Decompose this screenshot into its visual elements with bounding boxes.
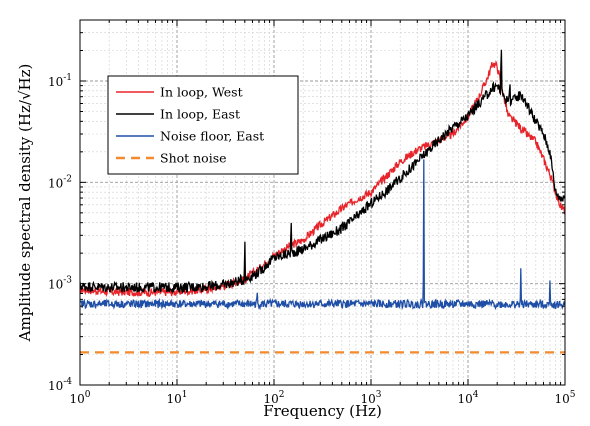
- legend-label-west: In loop, West: [160, 85, 243, 100]
- y-axis-label: Amplitude spectral density (Hz/√Hz): [16, 64, 34, 343]
- x-tick-label: 101: [166, 390, 187, 406]
- x-axis-label: Frequency (Hz): [263, 402, 382, 420]
- y-tick-label: 10-1: [48, 73, 72, 89]
- y-tick-label: 10-3: [48, 276, 72, 292]
- y-tick-label: 10-4: [48, 377, 72, 393]
- axes: 100 101 102 103 104 105 10-4 10-3 10-2 10-1: [48, 19, 576, 406]
- x-tick-label: 100: [69, 390, 90, 406]
- legend-label-noise-floor: Noise floor, East: [160, 129, 264, 144]
- x-tick-label: 105: [554, 390, 575, 406]
- legend-label-east: In loop, East: [160, 107, 240, 122]
- legend: In loop, West In loop, East Noise floor,…: [107, 75, 299, 175]
- legend-label-shot-noise: Shot noise: [160, 151, 227, 166]
- plot-frame: [79, 19, 566, 386]
- series-layer: [80, 49, 565, 354]
- series-line-1: [80, 49, 565, 295]
- series-line-0: [80, 60, 565, 298]
- x-tick-label: 102: [263, 390, 284, 406]
- y-tick-label: 10-2: [48, 174, 72, 190]
- series-line-2: [80, 159, 565, 311]
- grid: [79, 19, 565, 386]
- x-tick-label: 104: [457, 390, 478, 406]
- x-tick-label: 103: [360, 390, 381, 406]
